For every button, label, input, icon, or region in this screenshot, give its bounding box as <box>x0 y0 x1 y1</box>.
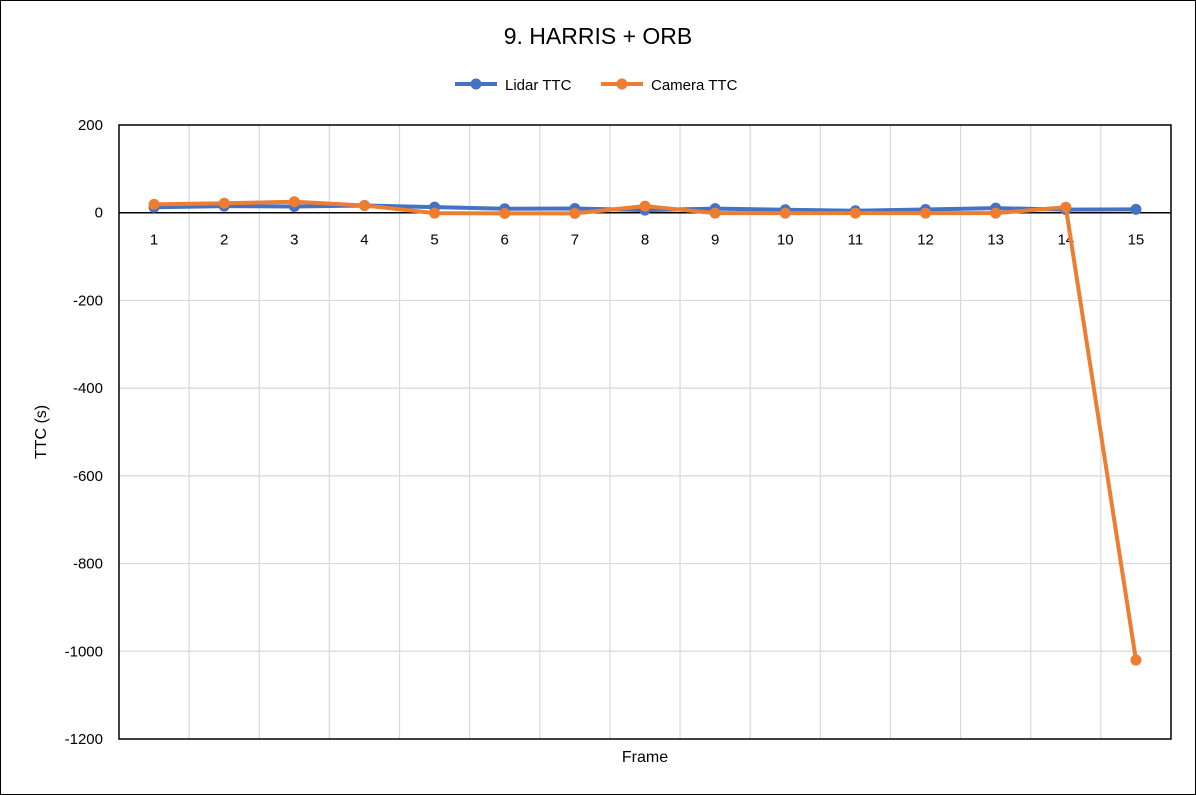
legend-item-lidar: Lidar TTC <box>455 77 572 94</box>
y-tick-label: -800 <box>73 556 103 573</box>
chart-title: 9. HARRIS + ORB <box>504 23 693 49</box>
data-point <box>569 207 581 219</box>
data-point <box>218 197 230 209</box>
x-tick-label: 9 <box>711 232 719 249</box>
x-tick-label: 4 <box>360 232 368 249</box>
data-point <box>288 196 300 208</box>
data-point <box>148 198 160 210</box>
data-point <box>639 200 651 212</box>
gridlines <box>119 125 1171 739</box>
series-layer <box>148 196 1142 666</box>
x-tick-label: 8 <box>641 232 649 249</box>
x-tick-label: 7 <box>571 232 579 249</box>
y-tick-label: -1200 <box>65 731 103 748</box>
data-point <box>920 207 932 219</box>
y-tick-label: 0 <box>95 205 103 222</box>
data-point <box>499 207 511 219</box>
x-axis-title: Frame <box>622 749 668 766</box>
x-tick-label: 11 <box>848 232 864 249</box>
data-point <box>849 207 861 219</box>
y-axis-title: TTC (s) <box>33 405 50 459</box>
x-tick-label: 6 <box>501 232 509 249</box>
y-tick-label: -200 <box>73 292 103 309</box>
x-tick-label: 15 <box>1128 232 1145 249</box>
data-point <box>779 207 791 219</box>
x-tick-labels: 1 2 3 4 5 6 7 8 9 10 11 12 13 14 15 <box>150 232 1144 249</box>
x-tick-label: 10 <box>777 232 794 249</box>
x-tick-label: 3 <box>290 232 298 249</box>
x-tick-label: 12 <box>917 232 934 249</box>
plot-area-border <box>118 124 1172 740</box>
series-1 <box>148 196 1142 666</box>
data-point <box>429 207 441 219</box>
y-tick-label: -400 <box>73 380 103 397</box>
legend-marker-camera <box>616 78 628 90</box>
data-point <box>709 207 721 219</box>
series-line <box>154 199 1138 661</box>
legend-label-camera: Camera TTC <box>651 77 738 94</box>
legend-item-camera: Camera TTC <box>601 77 738 94</box>
data-point <box>1130 654 1142 666</box>
y-tick-label: -600 <box>73 468 103 485</box>
x-tick-label: 1 <box>150 232 158 249</box>
x-tick-label: 5 <box>430 232 438 249</box>
data-point <box>990 207 1002 219</box>
data-point <box>1060 201 1072 213</box>
y-tick-label: 200 <box>78 117 103 134</box>
x-tick-label: 2 <box>220 232 228 249</box>
y-tick-label: -1000 <box>65 643 103 660</box>
data-point <box>358 199 370 211</box>
legend: Lidar TTC Camera TTC <box>455 77 738 94</box>
legend-label-lidar: Lidar TTC <box>505 77 572 94</box>
data-point <box>1130 203 1142 215</box>
legend-marker-lidar <box>470 78 482 90</box>
x-tick-label: 13 <box>987 232 1004 249</box>
y-tick-labels: 200 0 -200 -400 -600 -800 -1000 -1200 <box>65 117 103 748</box>
